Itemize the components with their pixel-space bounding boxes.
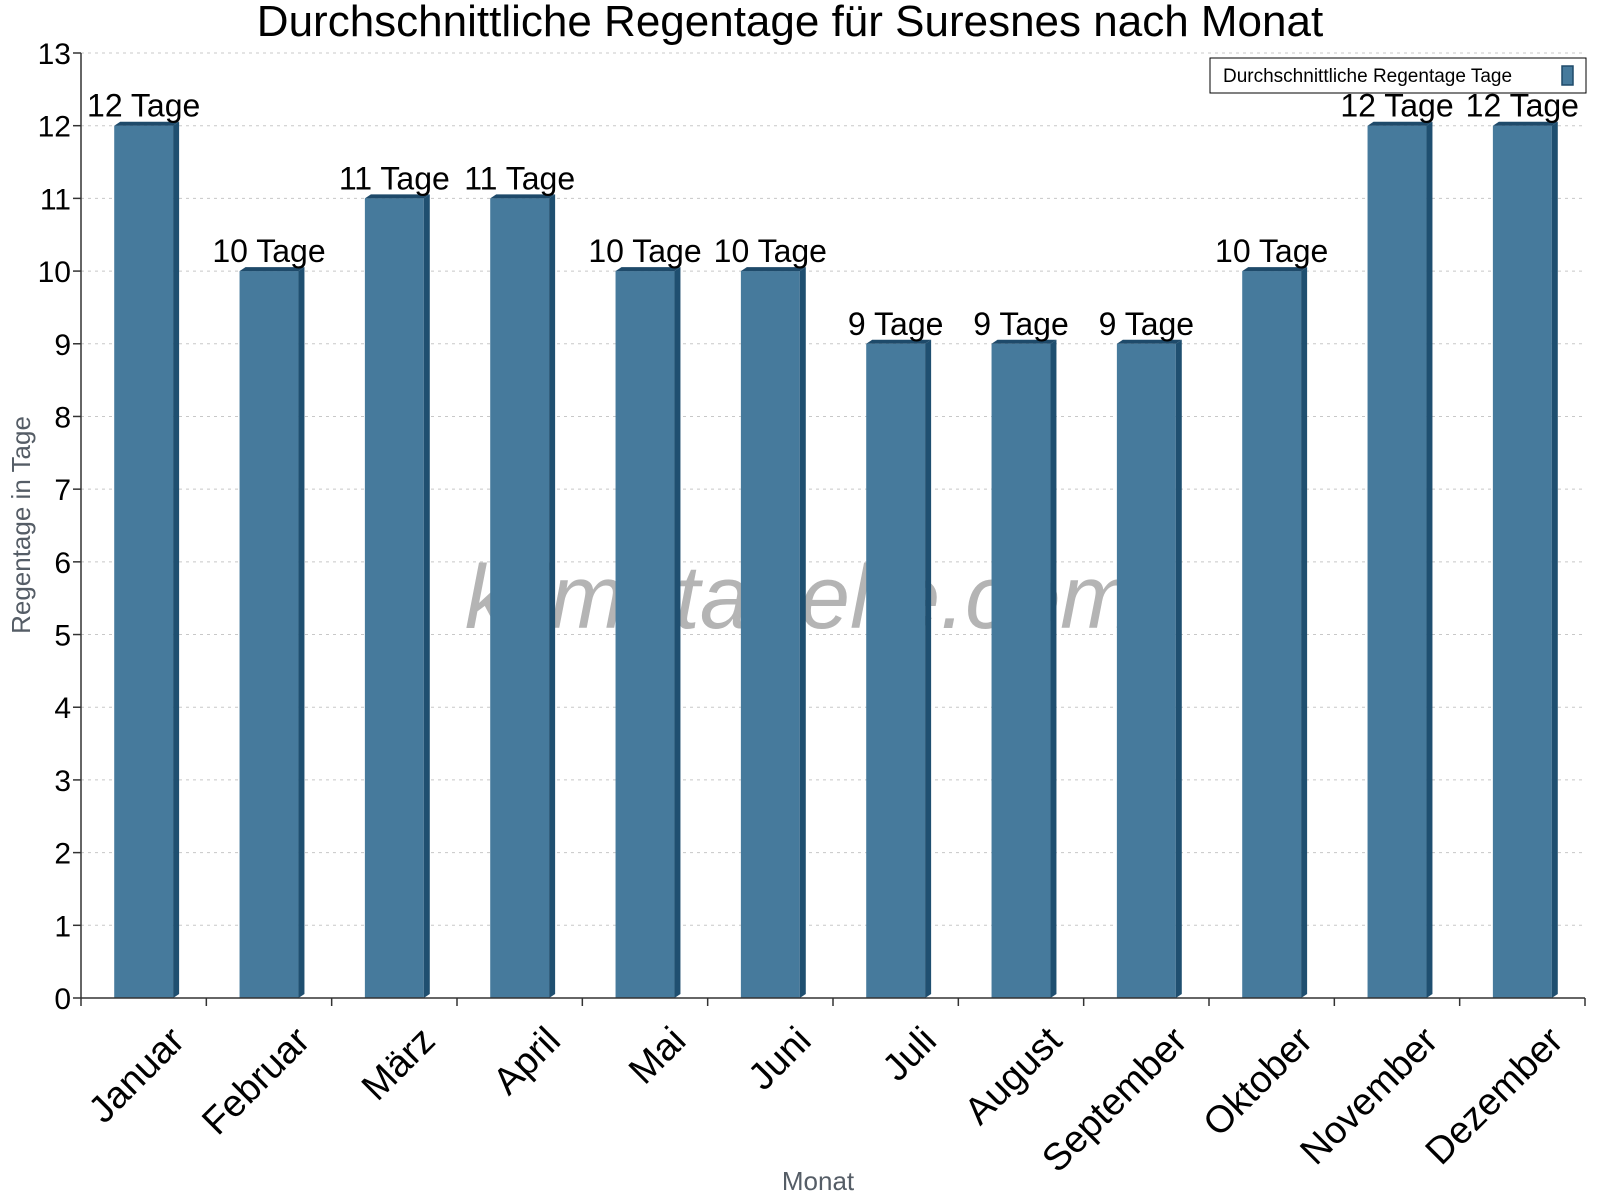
bar-side [298, 267, 305, 999]
x-tick-label: August [957, 1019, 1071, 1133]
bar-top [866, 339, 932, 344]
y-tick-label: 12 [38, 111, 71, 144]
bar [1242, 267, 1308, 999]
x-tick-label: Januar [81, 1019, 193, 1131]
bar-front [1492, 125, 1552, 998]
data-label: 10 Tage [212, 233, 325, 269]
x-tick-label: April [485, 1019, 568, 1102]
data-label: 12 Tage [1466, 88, 1579, 124]
y-tick-label: 4 [54, 692, 71, 725]
bar-front [615, 271, 675, 999]
bar-top [1367, 121, 1433, 126]
bar [991, 339, 1057, 998]
x-axis-ticks: Januar Februar März April Mai Juni Juli AugustS… [80, 998, 1586, 1181]
bar-top [991, 339, 1057, 344]
bar-front [490, 198, 550, 998]
bar-top [740, 267, 806, 272]
data-label: 12 Tage [87, 88, 200, 124]
chart-title: Durchschnittliche Regentage für Suresnes… [257, 0, 1323, 46]
y-tick-label: 2 [54, 838, 71, 871]
bar [490, 194, 556, 998]
bar-top [490, 194, 556, 199]
data-labels: 12 Tage 10 Tage 11 Tage 11 Tage 10 Tage 10 Ta… [87, 88, 1579, 342]
data-label: 9 Tage [1099, 306, 1195, 342]
gridlines [81, 52, 1585, 926]
bar-front [1367, 125, 1427, 998]
bar [1492, 121, 1558, 998]
bar [866, 339, 932, 998]
bar-side [674, 267, 681, 999]
y-tick-label: 11 [40, 183, 71, 216]
y-axis-title: Regentage in Tage [6, 416, 36, 634]
bar [114, 121, 180, 998]
legend: Durchschnittliche Regentage Tage [1209, 57, 1587, 94]
bar-top [114, 121, 180, 126]
legend-box [1209, 57, 1587, 94]
bar [740, 267, 806, 999]
bar-side [1050, 339, 1057, 998]
bar [1367, 121, 1433, 998]
bar-side [799, 267, 806, 999]
bar-top [615, 267, 681, 272]
bar-front [114, 125, 174, 998]
bar-top [1242, 267, 1308, 272]
x-axis-title: Monat [782, 1166, 855, 1196]
x-tick-label: März [354, 1019, 443, 1108]
x-tick-label: Dezember [1418, 1019, 1572, 1173]
x-tick-label: Juli [875, 1019, 945, 1089]
bar-front [1242, 271, 1302, 999]
data-label: 12 Tage [1340, 88, 1453, 124]
data-label: 10 Tage [1215, 233, 1328, 269]
y-tick-label: 6 [54, 547, 71, 580]
bar-side [1301, 267, 1308, 999]
bar-side [1551, 121, 1558, 998]
axes [80, 53, 1585, 999]
data-label: 10 Tage [588, 233, 701, 269]
bar-side [549, 194, 556, 998]
bar-side [1426, 121, 1433, 998]
y-tick-label: 9 [54, 329, 71, 362]
bar-series [114, 121, 1558, 999]
y-tick-label: 13 [38, 38, 71, 71]
bar-front [1116, 343, 1176, 998]
data-label: 10 Tage [714, 233, 827, 269]
y-tick-label: 7 [54, 474, 71, 507]
legend-label: Durchschnittliche Regentage Tage [1223, 66, 1512, 87]
bar-top [239, 267, 305, 272]
y-tick-label: 10 [38, 256, 71, 289]
y-tick-label: 0 [54, 983, 71, 1016]
bar [239, 267, 305, 999]
bar-front [866, 343, 926, 998]
y-tick-label: 8 [54, 401, 71, 434]
y-tick-label: 1 [54, 910, 71, 943]
bar-top [1116, 339, 1182, 344]
x-tick-label: Juni [741, 1019, 820, 1098]
bar-front [364, 198, 424, 998]
data-label: 11 Tage [339, 160, 450, 196]
bar-side [173, 121, 180, 998]
bar [364, 194, 430, 998]
x-tick-label: Februar [194, 1019, 318, 1143]
bar-top [364, 194, 430, 199]
bar-side [925, 339, 932, 998]
bar [1116, 339, 1182, 998]
data-label: 11 Tage [464, 160, 575, 196]
bar-front [991, 343, 1051, 998]
data-label: 9 Tage [848, 306, 944, 342]
bar-side [423, 194, 430, 998]
bar-top [1492, 121, 1558, 126]
y-tick-label: 5 [54, 620, 71, 653]
bar-side [1175, 339, 1182, 998]
y-tick-label: 3 [54, 765, 71, 798]
bar-front [740, 271, 800, 999]
bar-front [239, 271, 299, 999]
legend-swatch [1561, 65, 1574, 86]
x-tick-label: Oktober [1196, 1019, 1322, 1145]
bar [615, 267, 681, 999]
x-tick-label: Mai [621, 1019, 694, 1092]
data-label: 9 Tage [973, 306, 1069, 342]
